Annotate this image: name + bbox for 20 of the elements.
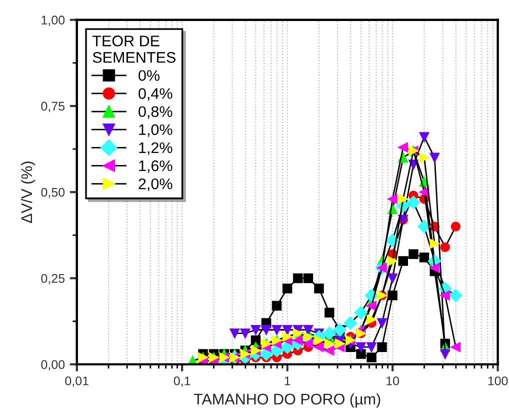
legend-label: 1,0% (139, 124, 172, 137)
y-tick-label: 1,00 (42, 16, 65, 26)
legend-title: TEOR DE SEMENTES (92, 36, 176, 63)
x-tick-label: 10 (386, 376, 400, 386)
x-tick-label: 0,01 (65, 376, 88, 387)
y-tick-label: 0,00 (41, 360, 65, 370)
legend-label: 1,6% (139, 160, 172, 173)
x-tick-label: 1 (284, 376, 290, 386)
y-tick-label: 0,75 (41, 102, 65, 112)
legend-label: 0,4% (138, 88, 172, 101)
y-axis-title: ΔV/V (%) (20, 162, 36, 224)
legend-label: 1,2% (139, 142, 172, 155)
y-tick-label: 0,50 (41, 188, 65, 198)
legend-label: 0% (138, 70, 160, 81)
legend-label: 0,8% (138, 106, 172, 119)
x-tick-label: 100 (488, 376, 508, 386)
legend-label: 2,0% (138, 178, 172, 192)
y-tick-label: 0,25 (41, 274, 65, 284)
x-axis-title: TAMANHO DO PORO (µm) (194, 393, 380, 408)
x-tick-label: 0,1 (174, 376, 190, 387)
